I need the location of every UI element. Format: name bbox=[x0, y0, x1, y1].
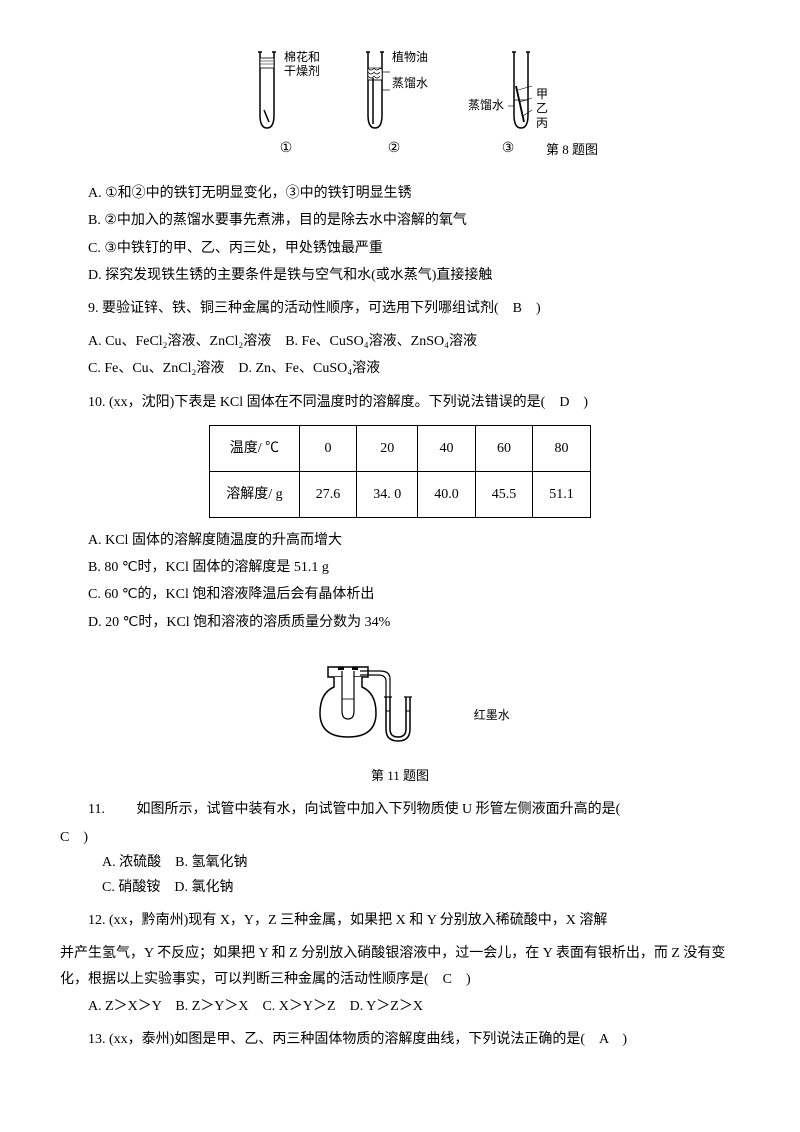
q10-opt-b: B. 80 ℃时，KCl 固体的溶解度是 51.1 g bbox=[60, 555, 740, 580]
td-v20: 34. 0 bbox=[357, 471, 418, 517]
q9-stem: 9. 要验证锌、铁、铜三种金属的活动性顺序，可选用下列哪组试剂( B ) bbox=[60, 296, 740, 321]
q8-opt-a: A. ①和②中的铁钉无明显变化，③中的铁钉明显生锈 bbox=[60, 181, 740, 206]
q9-opts-1: A. Cu、FeCl₂溶液、ZnCl₂溶液 B. Fe、CuSO₄溶液、ZnSO… bbox=[60, 329, 740, 354]
q10-opt-c: C. 60 ℃的，KCl 饱和溶液降温后会有晶体析出 bbox=[60, 582, 740, 607]
test-tube-1-svg bbox=[252, 50, 282, 130]
tube3-label2: 丙 bbox=[536, 116, 548, 130]
tube-2: 植物油 蒸馏水 ② bbox=[360, 50, 428, 161]
q9-opts-2: C. Fe、Cu、ZnCl₂溶液 D. Zn、Fe、CuSO₄溶液 bbox=[60, 356, 740, 381]
q10-stem: 10. (xx，沈阳)下表是 KCl 固体在不同温度时的溶解度。下列说法错误的是… bbox=[60, 390, 740, 415]
q10-opt-a: A. KCl 固体的溶解度随温度的升高而增大 bbox=[60, 528, 740, 553]
q10-table: 温度/ ℃ 0 20 40 60 80 溶解度/ g 27.6 34. 0 40… bbox=[209, 425, 590, 518]
tube3-label1: 乙 bbox=[536, 101, 548, 115]
tube-1: 棉花和 干燥剂 ① bbox=[252, 50, 320, 161]
q13-stem: 13. (xx，泰州)如图是甲、乙、丙三种固体物质的溶解度曲线，下列说法正确的是… bbox=[60, 1027, 740, 1052]
q11-opts-1: A. 浓硫酸 B. 氢氧化钠 bbox=[60, 850, 740, 875]
q11-caption: 第 11 题图 bbox=[60, 764, 740, 787]
q12-stem-2: 并产生氢气，Y 不反应；如果把 Y 和 Z 分别放入硝酸银溶液中，过一会儿，在 … bbox=[60, 941, 740, 991]
q8-opt-c: C. ③中铁钉的甲、乙、丙三处，甲处锈蚀最严重 bbox=[60, 236, 740, 261]
tube1-num: ① bbox=[280, 136, 293, 161]
q11-opts-2: C. 硝酸铵 D. 氯化钠 bbox=[60, 875, 740, 900]
th-80: 80 bbox=[533, 425, 591, 471]
q8-opt-b: B. ②中加入的蒸馏水要事先煮沸，目的是除去水中溶解的氧气 bbox=[60, 208, 740, 233]
q8-opt-d: D. 探究发现铁生锈的主要条件是铁与空气和水(或水蒸气)直接接触 bbox=[60, 263, 740, 288]
td-v0: 27.6 bbox=[299, 471, 357, 517]
tube-3: 蒸馏水 甲 乙 丙 ③ 第 8 题图 bbox=[468, 50, 548, 161]
q11-figure: 红墨水 bbox=[60, 649, 740, 758]
td-v40: 40.0 bbox=[418, 471, 476, 517]
tube1-label1: 棉花和 bbox=[284, 50, 320, 64]
th-20: 20 bbox=[357, 425, 418, 471]
q12-opts: A. Z＞X＞Y B. Z＞Y＞X C. X＞Y＞Z D. Y＞Z＞X bbox=[60, 994, 740, 1019]
th-temp: 温度/ ℃ bbox=[210, 425, 299, 471]
tube1-label2: 干燥剂 bbox=[284, 64, 320, 78]
q11-ink-label: 红墨水 bbox=[474, 708, 510, 722]
th-40: 40 bbox=[418, 425, 476, 471]
q11-stem-2: C ) bbox=[60, 825, 740, 850]
th-60: 60 bbox=[475, 425, 533, 471]
table-row: 温度/ ℃ 0 20 40 60 80 bbox=[210, 425, 590, 471]
q11-svg bbox=[290, 649, 470, 749]
q11-stem-1: 11. 如图所示，试管中装有水，向试管中加入下列物质使 U 形管左侧液面升高的是… bbox=[60, 797, 740, 822]
td-v80: 51.1 bbox=[533, 471, 591, 517]
th-0: 0 bbox=[299, 425, 357, 471]
tube2-num: ② bbox=[388, 136, 401, 161]
q8-diagram-row: 棉花和 干燥剂 ① 植物油 蒸馏水 bbox=[60, 50, 740, 161]
test-tube-3-svg bbox=[506, 50, 536, 130]
test-tube-2-svg bbox=[360, 50, 390, 130]
table-row: 溶解度/ g 27.6 34. 0 40.0 45.5 51.1 bbox=[210, 471, 590, 517]
tube3-label0: 甲 bbox=[536, 87, 548, 101]
tube3-num: ③ bbox=[502, 136, 515, 161]
q12-stem-1: 12. (xx，黔南州)现有 X，Y，Z 三种金属，如果把 X 和 Y 分别放入… bbox=[60, 908, 740, 933]
tube2-label2: 蒸馏水 bbox=[392, 76, 428, 90]
td-sol: 溶解度/ g bbox=[210, 471, 299, 517]
tube2-label1: 植物油 bbox=[392, 50, 428, 64]
tube3-water: 蒸馏水 bbox=[468, 98, 504, 112]
q8-caption: 第 8 题图 bbox=[546, 138, 598, 161]
td-v45: 45.5 bbox=[475, 471, 533, 517]
q10-opt-d: D. 20 ℃时，KCl 饱和溶液的溶质质量分数为 34% bbox=[60, 610, 740, 635]
